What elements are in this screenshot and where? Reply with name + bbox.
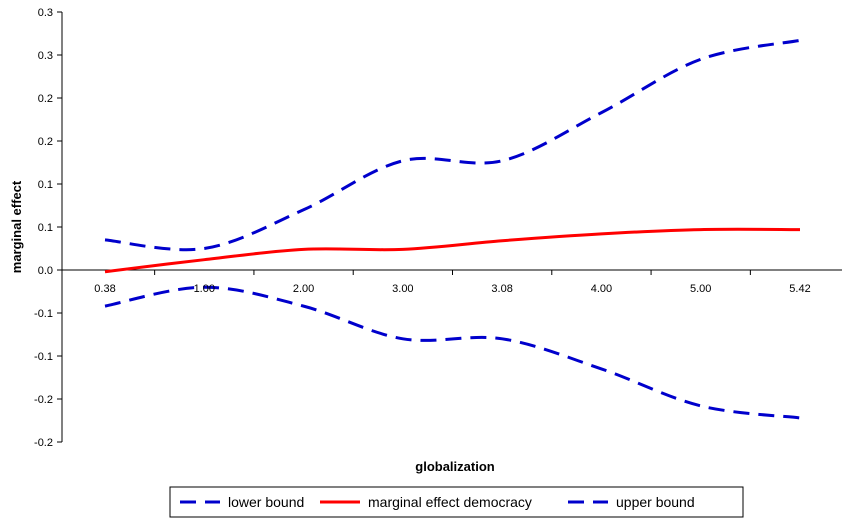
series-line-upper-bound <box>104 38 801 252</box>
y-tick-label: -0.1 <box>34 351 53 363</box>
series-layer <box>104 38 801 420</box>
y-tick-label: 0.2 <box>38 93 53 105</box>
x-ticks <box>154 270 751 275</box>
x-tick-label: 2.00 <box>293 283 314 295</box>
y-tick-label: 0.3 <box>38 50 53 62</box>
legend-box <box>169 486 744 518</box>
x-tick-label: 3.00 <box>392 283 413 295</box>
y-tick-label: 0.1 <box>38 179 53 191</box>
x-axis-title: globalization <box>415 459 495 474</box>
legend: lower bound marginal effect democracy uppe… <box>169 486 744 518</box>
x-tick-label: 5.00 <box>690 283 711 295</box>
y-tick-label: -0.1 <box>34 308 53 320</box>
y-axis: 0.3 0.3 0.2 0.2 0.1 0.1 0.0 -0.1 -0.1 -0.2 -0.2 <box>34 7 63 449</box>
y-tick-label: -0.2 <box>34 437 53 449</box>
x-tick-label: 4.00 <box>591 283 612 295</box>
y-tick-label: 0.1 <box>38 222 53 234</box>
x-tick-label: 0.38 <box>94 283 115 295</box>
y-ticks: 0.3 0.3 0.2 0.2 0.1 0.1 0.0 -0.1 -0.1 -0.2 -0.2 <box>34 7 62 449</box>
y-tick-label: 0.3 <box>38 7 53 19</box>
legend-label: marginal effect democracy <box>368 494 532 510</box>
legend-items: lower bound marginal effect democracy uppe… <box>180 494 695 510</box>
x-tick-labels: 0.38 1.00 2.00 3.00 3.08 4.00 5.00 5.42 <box>94 283 810 295</box>
x-axis <box>62 269 842 275</box>
y-tick-label: 0.2 <box>38 136 53 148</box>
series-line-marginal-effect-democracy <box>104 227 801 274</box>
x-tick-label: 1.00 <box>194 283 215 295</box>
y-tick-label: 0.0 <box>38 265 53 277</box>
legend-label: upper bound <box>616 494 695 510</box>
x-tick-label: 3.08 <box>491 283 512 295</box>
legend-label: lower bound <box>228 494 304 510</box>
y-tick-label: -0.2 <box>34 394 53 406</box>
series-line-lower-bound <box>104 285 801 420</box>
y-axis-title: marginal effect <box>9 180 24 273</box>
x-tick-label: 5.42 <box>789 283 810 295</box>
